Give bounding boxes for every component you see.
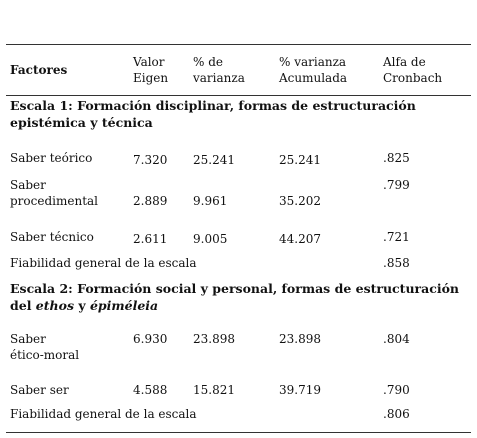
reliability-value: .806 — [383, 407, 410, 421]
cell-value: .825 — [383, 151, 410, 165]
factor-name: Saber teórico — [10, 151, 93, 165]
cell-value: 2.889 — [133, 194, 168, 208]
cell-value: .721 — [383, 230, 410, 244]
cell-value: .804 — [383, 332, 410, 346]
cell-value: 25.241 — [193, 153, 235, 167]
section-title-part: Escala 1: Formación disciplinar, formas … — [10, 98, 416, 130]
cell-value: 4.588 — [133, 383, 168, 397]
header-cell: varianza — [193, 71, 245, 85]
cell-value: 15.821 — [193, 383, 235, 397]
reliability-label: Fiabilidad general de la escala — [10, 407, 197, 421]
factor-name: Saber técnico — [10, 230, 94, 244]
header-rule — [6, 95, 471, 96]
factor-name: Saber — [10, 178, 46, 192]
cell-value: 2.611 — [133, 232, 168, 246]
cell-value: 39.719 — [279, 383, 321, 397]
cell-value: 7.320 — [133, 153, 168, 167]
section-title-part: épiméleia — [89, 298, 159, 313]
cell-value: 25.241 — [279, 153, 321, 167]
section-title: Escala 2: Formación social y personal, f… — [10, 280, 470, 314]
factor-name: ético-moral — [10, 348, 80, 362]
top-rule — [6, 44, 471, 45]
cell-value: 35.202 — [279, 194, 321, 208]
reliability-label: Fiabilidad general de la escala — [10, 256, 197, 270]
cell-value: .790 — [383, 383, 410, 397]
cell-value: 9.961 — [193, 194, 228, 208]
header-cell: Factores — [10, 63, 68, 77]
header-cell: Eigen — [133, 71, 169, 85]
section-title-part: y — [74, 298, 90, 313]
cell-value: 23.898 — [193, 332, 235, 346]
cell-value: 9.005 — [193, 232, 228, 246]
cell-value: 44.207 — [279, 232, 321, 246]
bottom-rule — [6, 432, 471, 433]
factor-name: Saber ser — [10, 383, 69, 397]
header-cell: % de — [193, 55, 223, 69]
factor-name: procedimental — [10, 194, 99, 208]
section-title-part: ethos — [35, 298, 74, 313]
header-cell: % varianza — [279, 55, 347, 69]
section-title-part: Escala 2: Formación social y personal, f… — [10, 281, 459, 313]
header-cell: Valor — [133, 55, 165, 69]
header-cell: Acumulada — [279, 71, 348, 85]
cell-value: .799 — [383, 178, 410, 192]
section-title: Escala 1: Formación disciplinar, formas … — [10, 97, 470, 131]
header-cell: Cronbach — [383, 71, 443, 85]
factor-name: Saber — [10, 332, 46, 346]
header-cell: Alfa de — [383, 55, 426, 69]
reliability-value: .858 — [383, 256, 410, 270]
cell-value: 23.898 — [279, 332, 321, 346]
cell-value: 6.930 — [133, 332, 168, 346]
